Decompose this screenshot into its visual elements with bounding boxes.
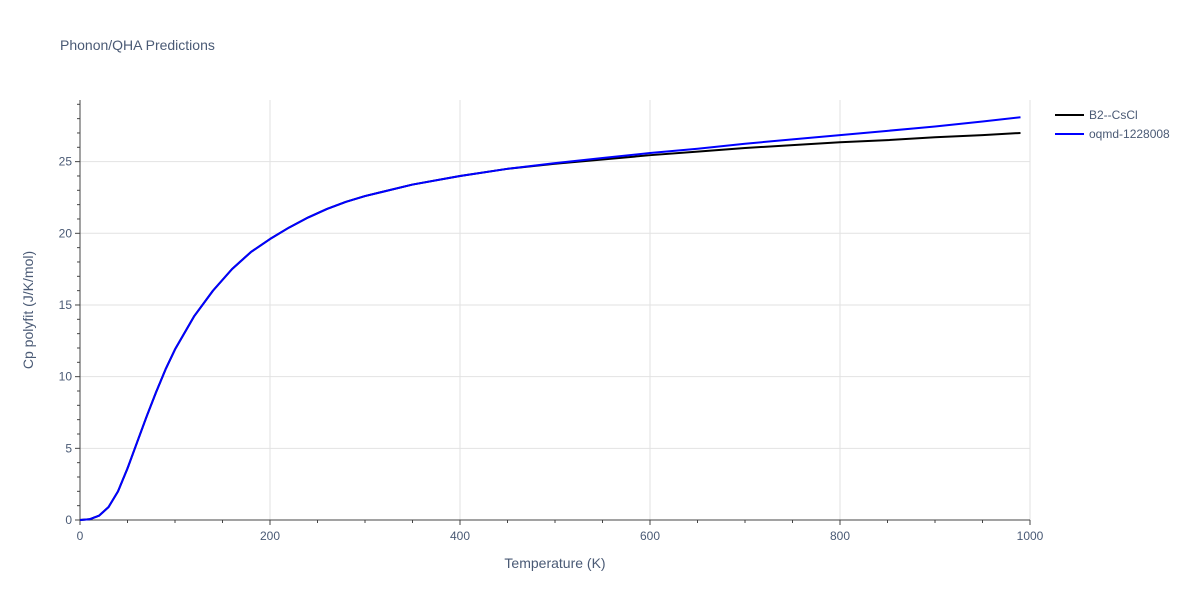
grid (80, 100, 1031, 520)
series-line-0 (79, 131, 1021, 521)
x-tick-label: 1000 (1017, 529, 1044, 543)
series-line-1 (79, 116, 1021, 521)
chart-title: Phonon/QHA Predictions (60, 37, 215, 53)
y-tick-label: 25 (59, 155, 73, 169)
x-tick-label: 0 (77, 529, 84, 543)
legend-item-0[interactable]: B2--CsCl (1055, 108, 1138, 122)
legend-item-1[interactable]: oqmd-1228008 (1055, 127, 1170, 141)
legend-label: oqmd-1228008 (1089, 127, 1170, 141)
axes: 0 200 400 600 800 1000 0 5 10 15 20 25 (59, 100, 1044, 543)
x-axis-title: Temperature (K) (504, 555, 605, 571)
legend-label: B2--CsCl (1089, 108, 1138, 122)
x-tick-label: 600 (640, 529, 660, 543)
y-axis-title: Cp polyfit (J/K/mol) (20, 251, 36, 369)
plot-area (79, 116, 1021, 521)
legend[interactable]: B2--CsCl oqmd-1228008 (1055, 108, 1170, 141)
y-tick-label: 5 (65, 441, 72, 455)
x-tick-label: 200 (260, 529, 280, 543)
y-tick-label: 0 (65, 513, 72, 527)
x-tick-label: 800 (830, 529, 850, 543)
y-tick-label: 20 (59, 226, 73, 240)
x-tick-label: 400 (450, 529, 470, 543)
y-tick-label: 10 (59, 370, 73, 384)
y-tick-label: 15 (59, 298, 73, 312)
